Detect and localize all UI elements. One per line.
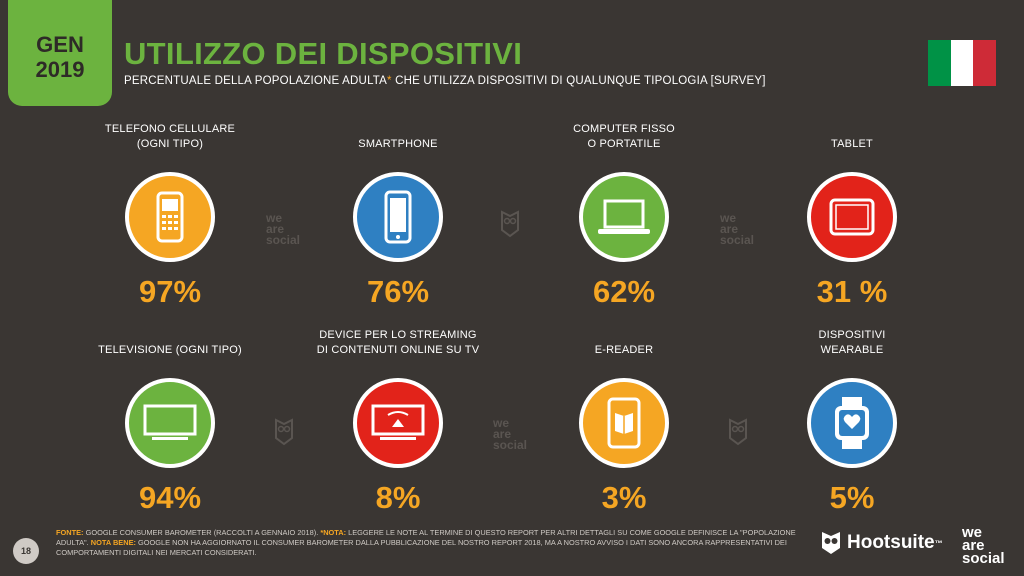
device-item: TELEFONO CELLULARE (OGNI TIPO) 97%: [70, 120, 270, 310]
device-label-line: TABLET: [831, 138, 873, 150]
smartwatch-icon: [807, 378, 897, 468]
owl-watermark-icon: [729, 418, 747, 446]
owl-watermark-icon: [275, 418, 293, 446]
device-item: COMPUTER FISSO O PORTATILE 62%: [524, 120, 724, 310]
watermark-we-are-social: we are social: [493, 416, 528, 452]
device-percentage: 97%: [138, 274, 202, 309]
smartphone-icon: [353, 172, 443, 262]
device-percentage: 8%: [375, 480, 421, 515]
badge-year: 2019: [35, 57, 85, 82]
page-subtitle: PERCENTUALE DELLA POPOLAZIONE ADULTA* CH…: [124, 75, 766, 87]
source-label: FONTE:: [56, 528, 84, 537]
device-label-line: TELEFONO CELLULARE: [104, 123, 236, 135]
source-text: GOOGLE CONSUMER BAROMETER (RACCOLTI A GE…: [83, 528, 321, 537]
device-label: SMARTPHONE: [298, 120, 498, 152]
laptop-icon: [579, 172, 669, 262]
page-number: 18: [13, 538, 39, 564]
hootsuite-wordmark: Hootsuite: [847, 532, 935, 553]
device-label-line: SMARTPHONE: [358, 138, 438, 150]
device-label-line: O PORTATILE: [587, 138, 661, 150]
notabene-label: NOTA BENE:: [90, 538, 136, 547]
device-label-line: (OGNI TIPO): [136, 138, 204, 150]
hootsuite-logo: Hootsuite ™: [820, 530, 943, 556]
owl-watermark-icon: [501, 210, 519, 238]
device-label: TELEFONO CELLULARE (OGNI TIPO): [70, 120, 270, 152]
e-reader-icon: [579, 378, 669, 468]
device-percentage: 62%: [592, 274, 656, 309]
device-item: SMARTPHONE 76%: [298, 120, 498, 310]
device-label-line: DEVICE PER LO STREAMING: [319, 329, 477, 341]
device-label: E-READER: [524, 326, 724, 358]
device-percentage: 94%: [138, 480, 202, 515]
device-item: DEVICE PER LO STREAMING DI CONTENUTI ONLI…: [298, 326, 498, 516]
date-badge: GEN 2019: [8, 0, 112, 106]
device-label: DEVICE PER LO STREAMING DI CONTENUTI ONLI…: [298, 326, 498, 358]
subtitle-text-1: PERCENTUALE DELLA POPOLAZIONE ADULTA: [124, 75, 388, 87]
device-percentage: 76%: [366, 274, 430, 309]
device-percentage: 31 %: [816, 274, 888, 309]
device-item: E-READER 3%: [524, 326, 724, 516]
device-label-line: DISPOSITIVI: [818, 329, 886, 341]
italy-flag-icon: [928, 40, 997, 86]
device-label-line: DI CONTENUTI ONLINE SU TV: [316, 344, 480, 356]
streaming-device-icon: [353, 378, 443, 468]
page-title: UTILIZZO DEI DISPOSITIVI: [124, 36, 523, 71]
device-label: DISPOSITIVI WEARABLE: [752, 326, 952, 358]
feature-phone-icon: [125, 172, 215, 262]
owl-logo-icon: [822, 532, 840, 554]
notabene-text: GOOGLE NON HA AGGIORNATO IL CONSUMER BAR…: [56, 538, 787, 557]
tablet-icon: [807, 172, 897, 262]
footer-notes: FONTE: GOOGLE CONSUMER BAROMETER (RACCOL…: [56, 528, 796, 558]
device-label-line: WEARABLE: [820, 344, 884, 356]
note-label: *NOTA:: [320, 528, 347, 537]
note-text: LEGGERE LE NOTE AL TERMINE DI QUESTO REP…: [56, 528, 796, 547]
device-label-line: TELEVISIONE (OGNI TIPO): [98, 344, 242, 356]
device-item: TELEVISIONE (OGNI TIPO) 94%: [70, 326, 270, 516]
device-percentage: 3%: [601, 480, 647, 515]
television-icon: [125, 378, 215, 468]
watermark-we-are-social: we are social: [266, 211, 301, 247]
device-label: COMPUTER FISSO O PORTATILE: [524, 120, 724, 152]
device-label: TABLET: [752, 120, 952, 152]
device-label-line: COMPUTER FISSO: [573, 123, 675, 135]
badge-month: GEN: [36, 32, 84, 57]
subtitle-text-2: CHE UTILIZZA DISPOSITIVI DI QUALUNQUE TI…: [391, 75, 766, 87]
watermark-we-are-social: we are social: [720, 211, 755, 247]
we-are-social-logo: we are social: [962, 524, 1005, 567]
subtitle-asterisk: *: [387, 75, 392, 87]
device-percentage: 5%: [829, 480, 875, 515]
device-label-line: E-READER: [594, 344, 654, 356]
device-item: TABLET 31 %: [752, 120, 952, 310]
device-label: TELEVISIONE (OGNI TIPO): [70, 326, 270, 358]
device-item: DISPOSITIVI WEARABLE 5%: [752, 326, 952, 516]
trademark: ™: [934, 538, 943, 548]
